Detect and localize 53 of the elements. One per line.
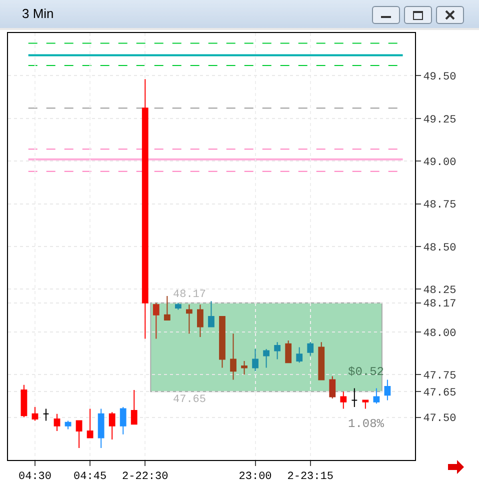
x-tick-label: 2-22:30	[122, 471, 168, 484]
candlestick	[351, 388, 358, 408]
candlestick	[64, 420, 72, 430]
y-tick-label: 48.17	[423, 298, 456, 311]
y-tick-label: 47.65	[423, 388, 456, 400]
y-tick-label: 48.25	[423, 285, 456, 298]
candlestick	[296, 346, 303, 364]
y-tick-label: 47.50	[423, 413, 456, 426]
y-tick-label: 49.50	[423, 72, 456, 84]
candlestick	[197, 304, 204, 338]
x-tick-label: 04:45	[74, 471, 107, 484]
candlestick	[174, 302, 182, 310]
candlestick	[219, 316, 226, 368]
candlestick	[373, 388, 380, 404]
y-tick-label: 49.25	[423, 114, 456, 126]
chart-title: 3 Min	[22, 6, 54, 21]
candlestick	[252, 348, 258, 372]
candlestick	[318, 342, 325, 380]
y-tick-label: 49.00	[423, 156, 456, 169]
candlestick	[329, 376, 336, 400]
annotation: 1.08%	[348, 417, 385, 431]
candlestick	[130, 389, 138, 425]
candlestick	[307, 342, 314, 356]
candlestick	[208, 300, 214, 328]
annotation: 48.17	[173, 289, 206, 301]
candlestick	[384, 379, 391, 401]
candlestick	[230, 333, 236, 380]
candlestick	[263, 348, 270, 368]
candlestick	[362, 400, 369, 410]
candlestick	[32, 406, 38, 422]
candlestick	[76, 420, 82, 449]
candlestick	[186, 304, 192, 334]
candlestick	[98, 408, 104, 449]
candlestick	[20, 384, 28, 418]
x-tick-label: 04:30	[18, 471, 52, 484]
y-tick-label: 48.50	[423, 242, 456, 254]
x-tick-label: 23:00	[238, 471, 272, 484]
candlestick	[285, 340, 292, 364]
candlestick	[108, 412, 116, 440]
x-tick-label: 2-23:15	[287, 471, 334, 484]
candlestick	[152, 302, 160, 340]
y-tick-label: 48.00	[423, 328, 456, 340]
candlestick	[340, 391, 347, 410]
y-tick-label: 47.75	[423, 370, 456, 382]
candlestick	[42, 408, 50, 422]
candlestick	[86, 408, 94, 438]
candlestick	[274, 342, 281, 360]
candlestick	[54, 413, 60, 432]
candlestick	[120, 406, 126, 435]
candlestick	[164, 296, 170, 320]
annotation: 47.65	[173, 394, 206, 406]
candlestick	[241, 360, 248, 376]
y-tick-label: 48.75	[423, 200, 456, 212]
